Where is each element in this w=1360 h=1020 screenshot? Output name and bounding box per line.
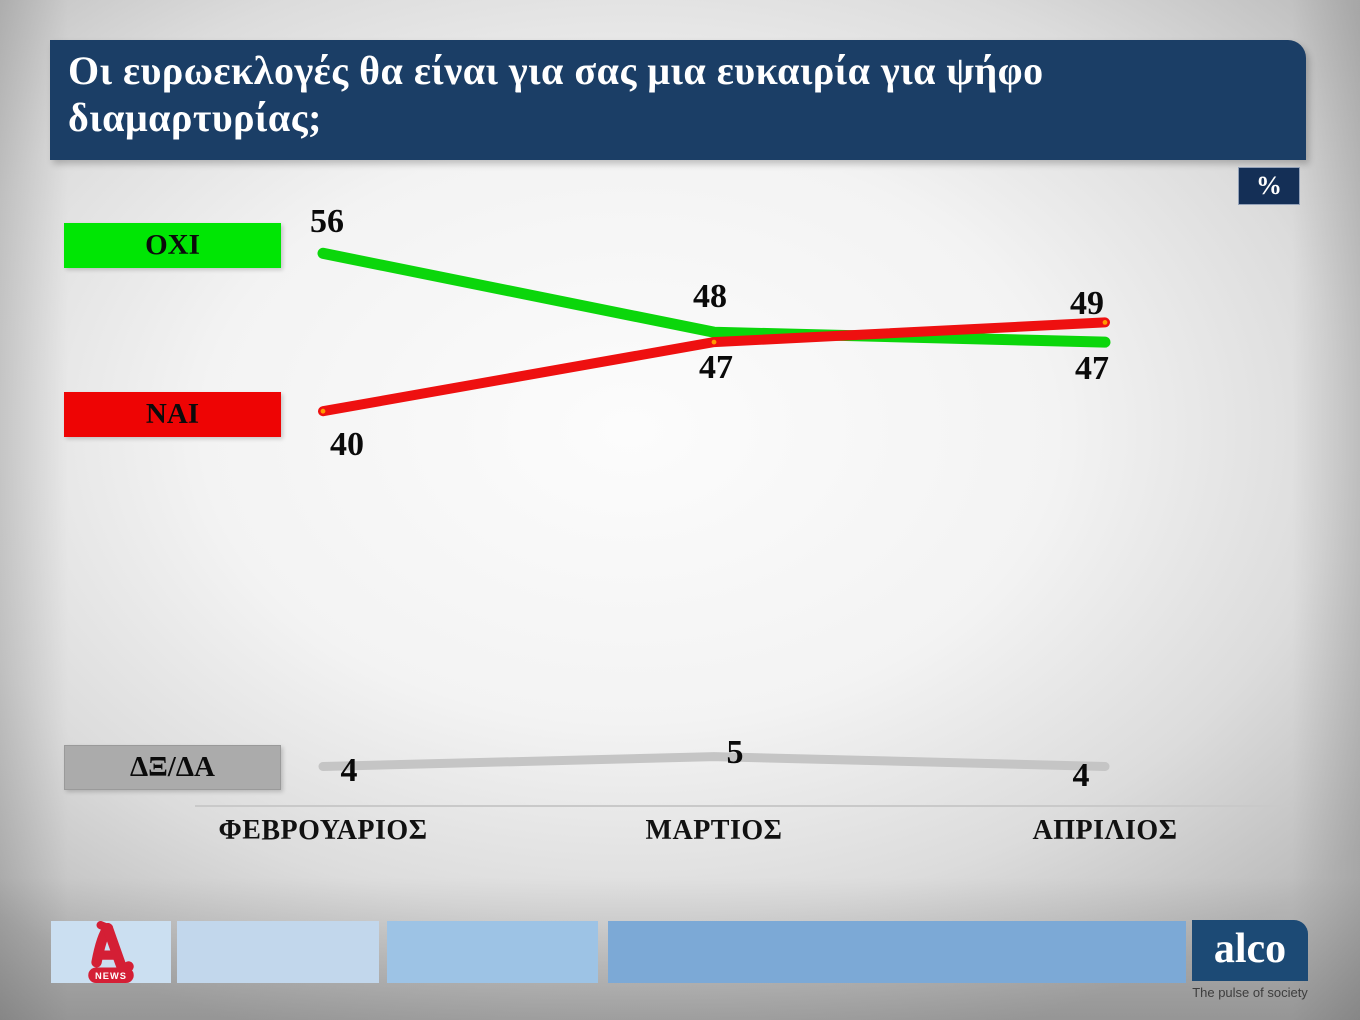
value-label-ΟΧΙ-0: 56	[310, 203, 344, 241]
percent-unit-badge: %	[1238, 167, 1300, 205]
category-label-2: ΑΠΡΙΛΙΟΣ	[1032, 815, 1178, 846]
x-axis-line	[195, 805, 1290, 807]
footer-bar-channel: NEWS	[51, 921, 171, 983]
data-point-marker	[320, 408, 326, 414]
footer-bar-2	[177, 921, 379, 983]
alco-logo: alco	[1192, 920, 1308, 981]
value-label-ΝΑΙ-0: 40	[330, 426, 364, 464]
value-label-ΔΞ/ΔΑ-2: 4	[1072, 756, 1090, 794]
value-label-ΟΧΙ-2: 47	[1075, 350, 1109, 388]
page-title: Οι ευρωεκλογές θα είναι για σας μια ευκα…	[68, 48, 1044, 140]
alco-logo-text: alco	[1213, 925, 1287, 972]
title-bar: Οι ευρωεκλογές θα είναι για σας μια ευκα…	[50, 40, 1306, 160]
value-label-ΔΞ/ΔΑ-0: 4	[340, 751, 358, 789]
value-label-ΟΧΙ-1: 48	[693, 278, 727, 316]
value-label-ΝΑΙ-1: 47	[699, 349, 733, 387]
line-series-ΔΞ/ΔΑ	[318, 752, 1110, 771]
category-label-0: ΦΕΒΡΟΥΑΡΙΟΣ	[218, 815, 428, 846]
legend-label-nai: ΝΑΙ	[145, 398, 200, 430]
value-label-ΝΑΙ-2: 49	[1070, 285, 1104, 323]
data-point-marker	[711, 339, 717, 345]
legend-box-dxda: ΔΞ/ΔΑ	[64, 745, 281, 790]
news-pill	[88, 967, 134, 983]
legend-label-dxda: ΔΞ/ΔΑ	[129, 751, 215, 783]
alco-tagline: The pulse of society	[1192, 985, 1308, 1000]
legend-box-oxi: ΟΧΙ	[64, 223, 281, 268]
footer-bar-4	[608, 921, 1186, 983]
alpha-news-logo: NEWS	[88, 921, 134, 983]
legend-box-nai: ΝΑΙ	[64, 392, 281, 437]
legend-label-oxi: ΟΧΙ	[145, 229, 200, 261]
value-label-ΔΞ/ΔΑ-1: 5	[726, 733, 744, 771]
category-label-1: ΜΑΡΤΙΟΣ	[645, 815, 783, 846]
footer-bar-3	[387, 921, 598, 983]
alpha-a-icon	[102, 923, 134, 974]
news-pill-label: NEWS	[95, 971, 127, 981]
